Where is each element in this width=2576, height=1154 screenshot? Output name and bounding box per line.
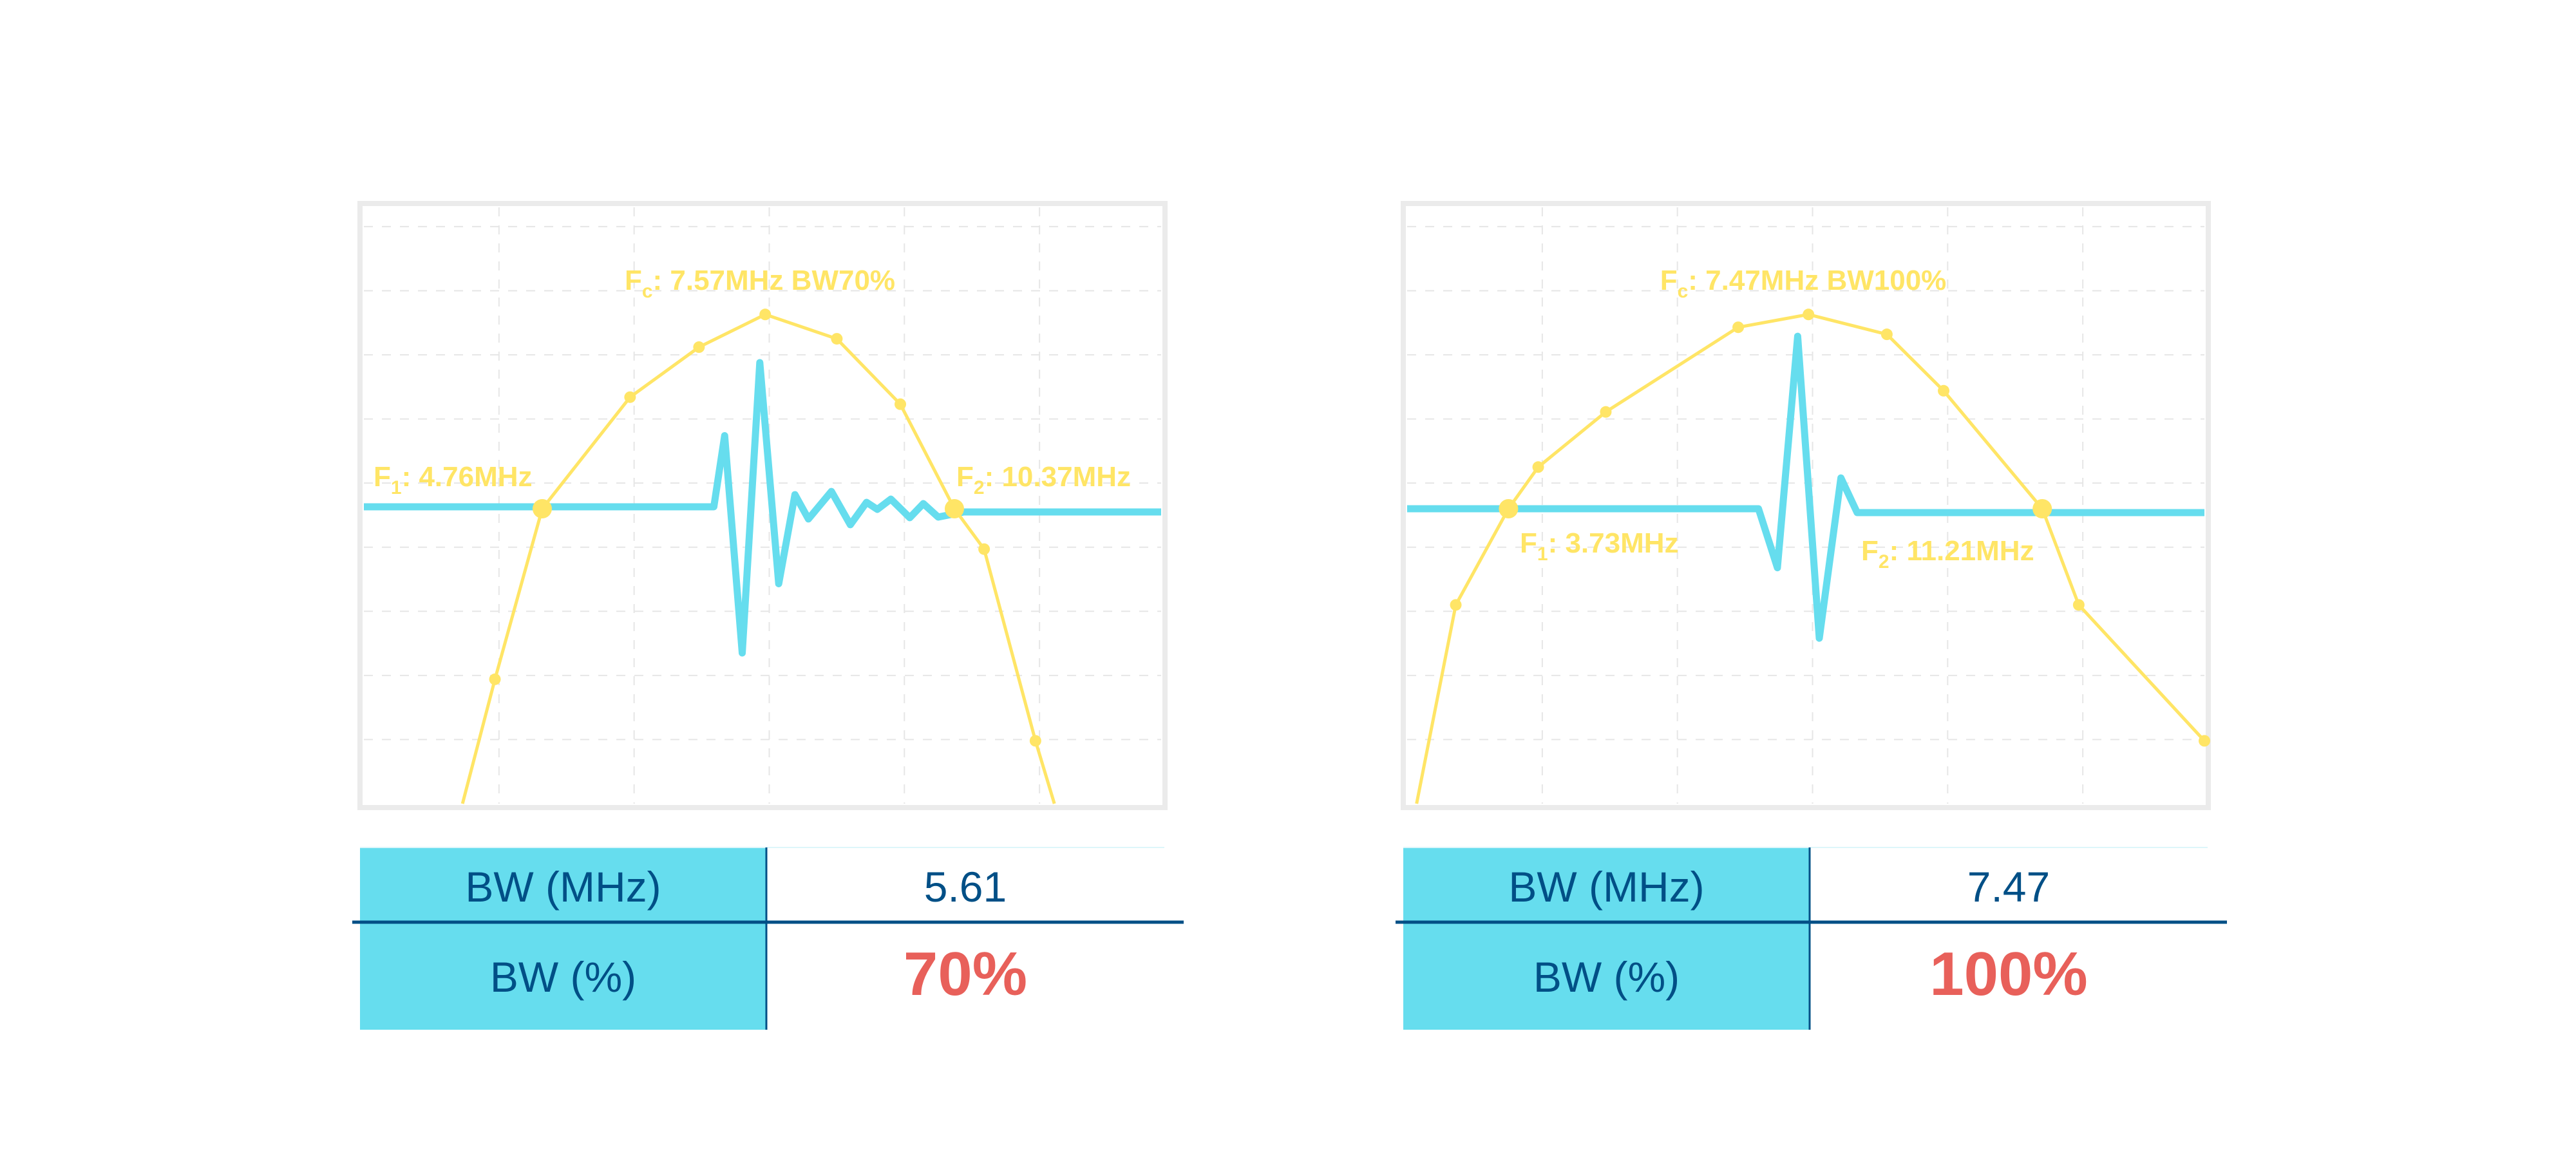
cutoff-point (2032, 498, 2052, 518)
response-point (2199, 735, 2210, 747)
response-point (1803, 308, 1815, 321)
f1-label: F1: 3.73MHz (1520, 527, 1679, 565)
table-header-column (1403, 847, 1810, 1030)
cutoff-point (532, 498, 552, 518)
response-point (831, 333, 843, 345)
response-point (759, 308, 772, 321)
plot-frame (357, 201, 1168, 810)
plot-area (1407, 308, 2210, 804)
table-value-bw-mhz: 5.61 (924, 863, 1007, 911)
table-label-bw-percent: BW (%) (490, 953, 636, 1001)
response-point (2072, 599, 2085, 611)
response-point (1938, 384, 1950, 397)
pulse-waveform-line (1407, 332, 2204, 642)
plot-frame (1401, 201, 2211, 810)
table-value-bw-percent: 100% (1929, 940, 2088, 1008)
response-point (1532, 461, 1544, 473)
panel-100-percent: Fc: 7.47MHz BW100% F1: 3.73MHz F2: 11.21… (1396, 201, 2227, 1030)
table-label-bw-percent: BW (%) (1533, 953, 1680, 1001)
response-point (1029, 735, 1041, 747)
fc-label: Fc: 7.57MHz BW70% (625, 265, 895, 302)
fc-label: Fc: 7.47MHz BW100% (1660, 265, 1947, 302)
table-label-bw-mhz: BW (MHz) (1508, 863, 1704, 911)
response-point (895, 398, 907, 410)
table-label-bw-mhz: BW (MHz) (465, 863, 661, 911)
frequency-response-line (1415, 312, 2206, 804)
f1-label: F1: 4.76MHz (374, 461, 533, 498)
response-point (1880, 328, 1893, 341)
response-point (978, 543, 990, 555)
panel-70-percent: Fc: 7.57MHz BW70% F1: 4.76MHz F2: 10.37M… (352, 201, 1184, 1030)
plot-area (364, 308, 1161, 804)
response-point (1600, 406, 1612, 418)
response-point (1450, 599, 1462, 611)
table-header-column (360, 847, 766, 1030)
response-point (489, 673, 501, 685)
frequency-response-line (460, 312, 1056, 804)
response-point (624, 391, 636, 403)
table-value-bw-percent: 70% (904, 940, 1027, 1008)
cutoff-point (1499, 498, 1519, 518)
table-value-bw-mhz: 7.47 (1967, 863, 2050, 911)
pulse-waveform-line (364, 359, 1161, 657)
response-point (1732, 321, 1745, 334)
response-point (693, 341, 705, 354)
cutoff-point (944, 498, 964, 518)
f2-label: F2: 11.21MHz (1861, 535, 2034, 572)
f2-label: F2: 10.37MHz (956, 461, 1131, 498)
